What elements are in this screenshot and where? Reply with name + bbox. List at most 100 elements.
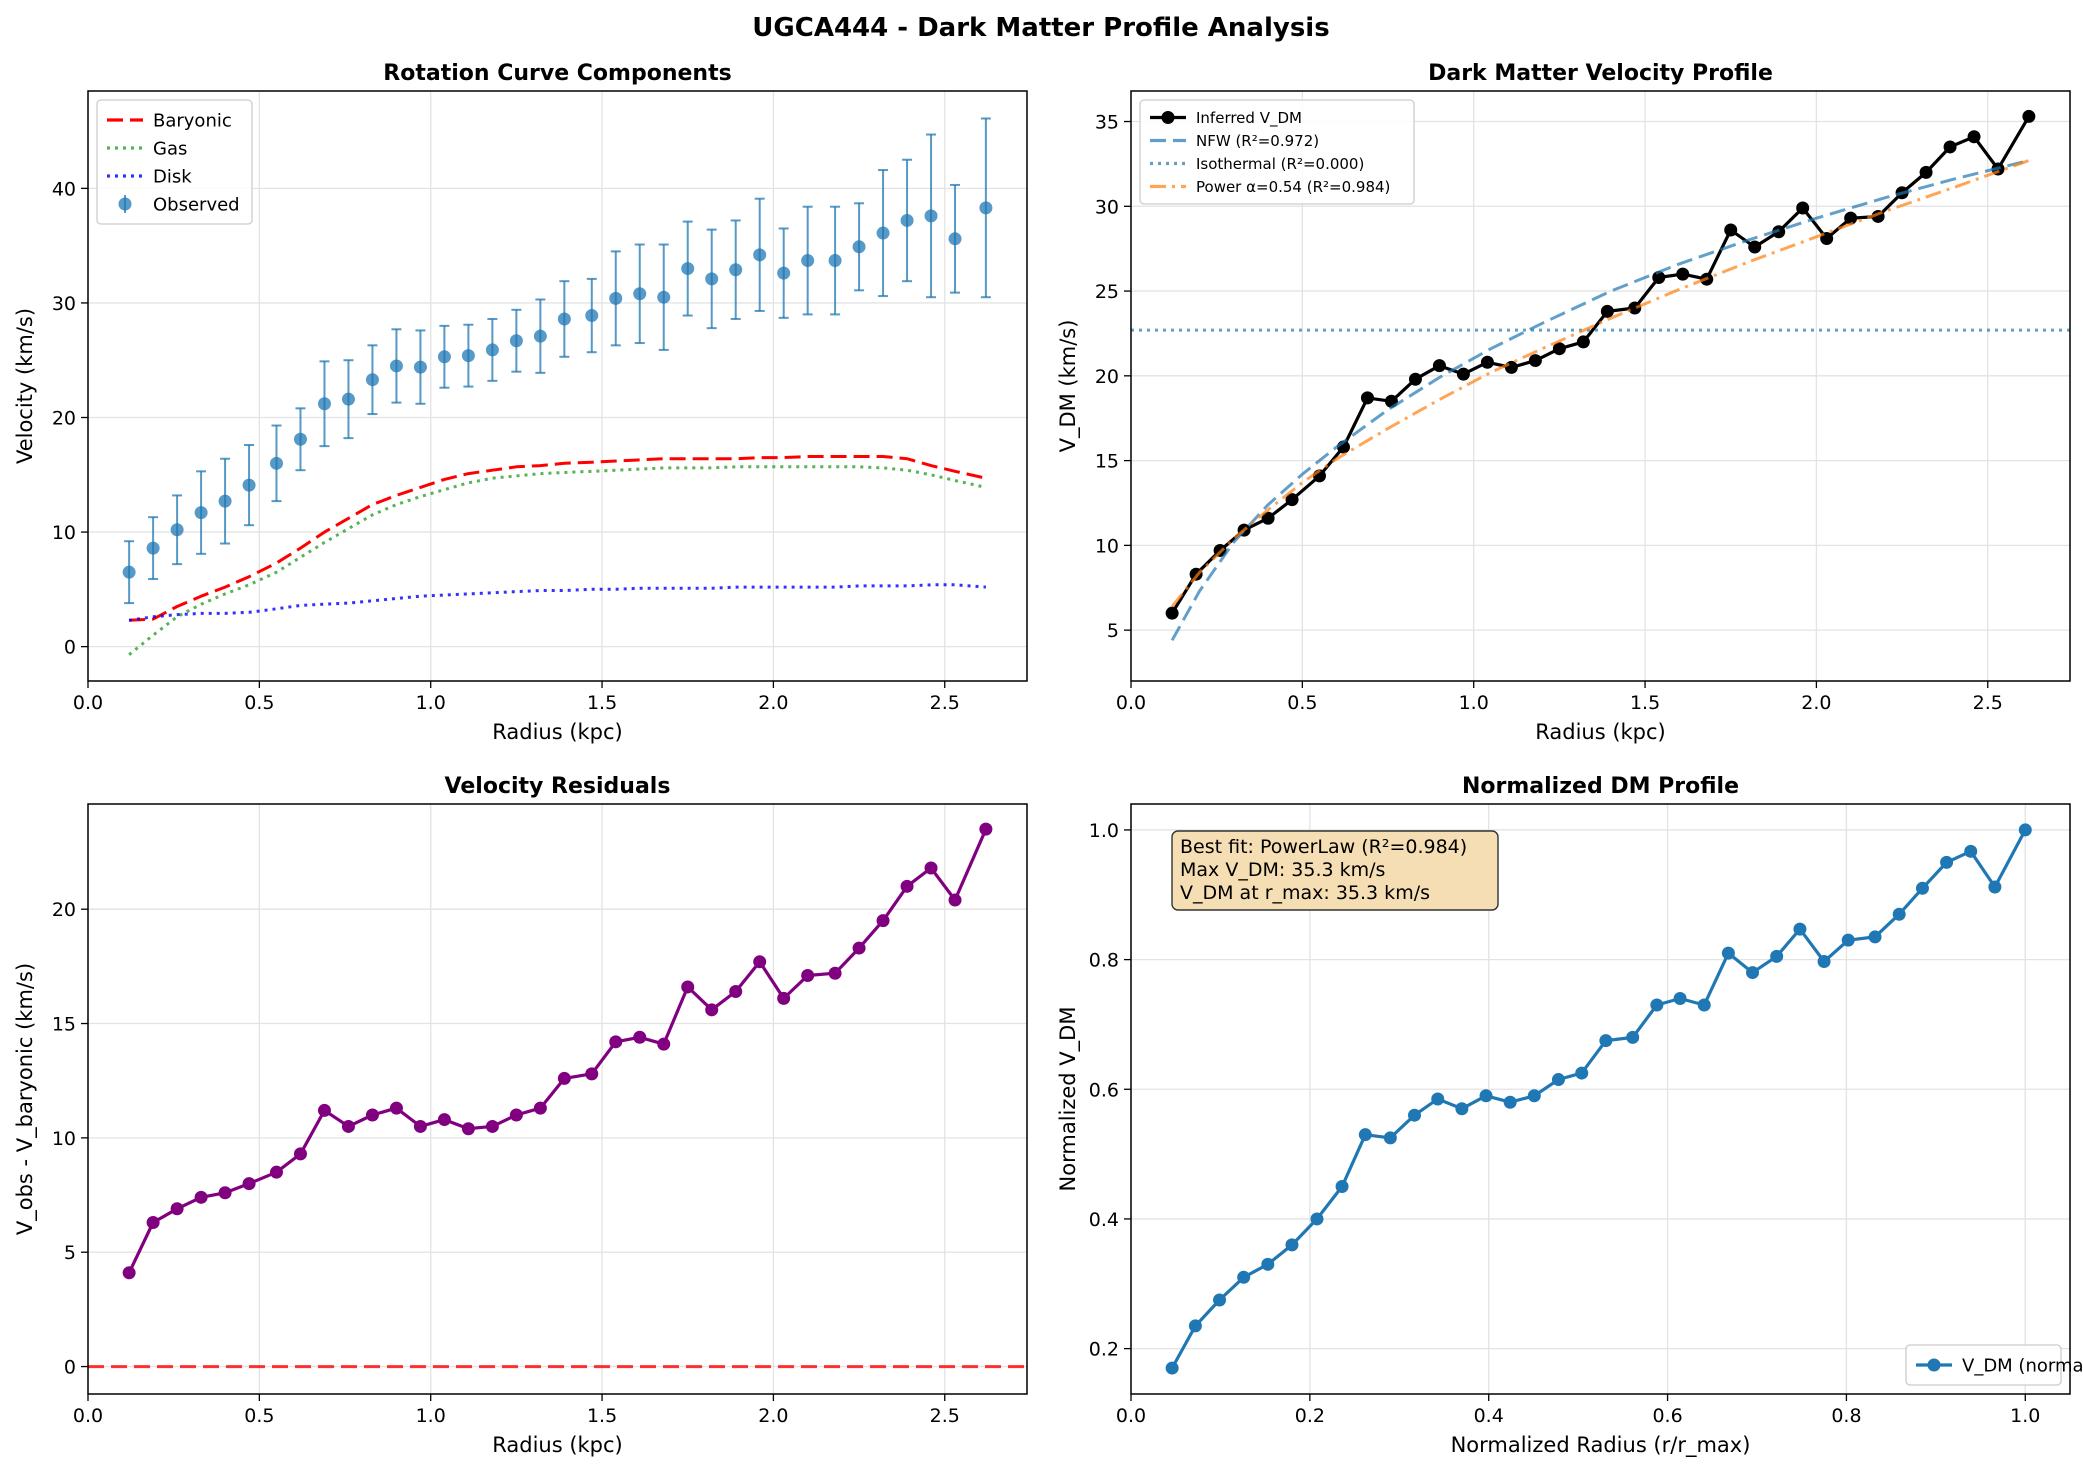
data-point: [461, 349, 475, 363]
data-point: [1770, 949, 1784, 963]
data-point: [533, 1101, 547, 1115]
y-tick-label: 35: [1095, 112, 1119, 134]
data-point: [1599, 1034, 1613, 1048]
data-point: [801, 254, 815, 268]
data-point: [1237, 1270, 1251, 1284]
y-axis-label: Velocity (km/s): [13, 308, 37, 464]
legend-label: Observed: [153, 194, 240, 215]
data-point: [1697, 998, 1711, 1012]
series-series-0: [122, 822, 993, 1280]
series-line: [129, 455, 987, 622]
x-tick-label: 2.5: [1973, 692, 2003, 714]
x-axis-label: Radius (kpc): [492, 720, 623, 744]
data-point: [1407, 1108, 1421, 1122]
data-point: [852, 941, 866, 955]
data-point: [1165, 606, 1179, 620]
data-point: [777, 266, 791, 280]
y-tick-label: 25: [1095, 281, 1119, 303]
y-tick-label: 10: [52, 522, 76, 544]
y-axis-label: V_DM (km/s): [1056, 320, 1081, 453]
y-tick-label: 20: [52, 408, 76, 430]
data-point: [437, 350, 451, 364]
data-point: [1432, 359, 1446, 373]
series-disk: [128, 583, 987, 622]
panel-title: Normalized DM Profile: [1462, 774, 1739, 799]
y-axis-label: V_obs - V_baryonic (km/s): [13, 963, 38, 1235]
data-point: [1552, 342, 1566, 356]
y-tick-label: 30: [52, 293, 76, 315]
data-point: [269, 1165, 283, 1179]
data-point: [705, 1003, 719, 1017]
legend-label: V_DM (normalized): [1962, 1355, 2083, 1376]
data-point: [1746, 966, 1760, 980]
data-point: [1844, 211, 1858, 225]
axes-frame: [1130, 803, 2071, 1395]
data-point: [1213, 1293, 1227, 1307]
x-tick-label: 1.0: [1459, 692, 1489, 714]
axes-frame: [87, 803, 1028, 1395]
data-point: [1817, 955, 1831, 969]
data-point: [1796, 201, 1810, 215]
data-point: [657, 1037, 671, 1051]
data-point: [2018, 823, 2032, 837]
data-point: [242, 478, 256, 492]
data-point: [389, 359, 403, 373]
data-point: [1724, 223, 1738, 237]
panel-title: Velocity Residuals: [445, 774, 671, 799]
data-point: [170, 523, 184, 537]
data-point: [1480, 355, 1494, 369]
series-v-dm-normalized-: [1165, 823, 2032, 1375]
data-point: [900, 213, 914, 227]
data-point: [557, 1071, 571, 1085]
x-axis-label: Radius (kpc): [1535, 720, 1666, 744]
data-point: [509, 1108, 523, 1122]
series-line: [127, 828, 988, 1274]
legend-box: [1905, 1344, 2062, 1386]
x-tick-label: 1.0: [2010, 1405, 2040, 1427]
y-tick-label: 1.0: [1089, 820, 1119, 842]
legend-marker: [1927, 1358, 1941, 1372]
series-line: [128, 465, 987, 656]
series-line: [128, 583, 987, 622]
data-point: [557, 312, 571, 326]
x-tick-label: 1.5: [1630, 692, 1660, 714]
legend-label: Power α=0.54 (R²=0.984): [1196, 178, 1390, 196]
data-point: [242, 1177, 256, 1191]
plot-area: [88, 822, 1027, 1369]
data-point: [852, 240, 866, 254]
data-point: [1721, 946, 1735, 960]
x-tick-label: 0.0: [73, 1405, 103, 1427]
x-tick-label: 1.5: [587, 692, 617, 714]
data-point: [657, 290, 671, 304]
data-point: [1673, 992, 1687, 1006]
data-point: [1383, 1131, 1397, 1145]
data-point: [365, 1108, 379, 1122]
legend-label: Baryonic: [153, 110, 232, 131]
data-point: [753, 955, 767, 969]
x-tick-label: 0.8: [1831, 1405, 1861, 1427]
data-point: [1165, 1361, 1179, 1375]
data-point: [194, 506, 208, 520]
data-point: [1841, 933, 1855, 947]
figure-title: UGCA444 - Dark Matter Profile Analysis: [752, 13, 1329, 43]
data-point: [1504, 360, 1518, 374]
x-axis-label: Radius (kpc): [492, 1433, 623, 1457]
data-point: [979, 822, 993, 836]
data-point: [485, 1119, 499, 1133]
x-tick-label: 0.0: [1116, 1405, 1146, 1427]
data-point: [1676, 267, 1690, 281]
data-point: [1915, 881, 1929, 895]
data-point: [437, 1113, 451, 1127]
panel-4: 0.0 0.2 0.4 0.6 0.8 1.0 0.2 0.4 0.6 0.8 1.0 Normali…: [1056, 774, 2083, 1458]
data-point: [1455, 1102, 1469, 1116]
data-point: [1431, 1092, 1445, 1106]
data-point: [1576, 335, 1590, 349]
data-point: [681, 980, 695, 994]
data-point: [1628, 301, 1642, 315]
data-point: [389, 1101, 403, 1115]
data-point: [1261, 1257, 1275, 1271]
series-line: [1170, 159, 2030, 642]
axes-frame: [87, 90, 1028, 682]
data-point: [681, 262, 695, 276]
